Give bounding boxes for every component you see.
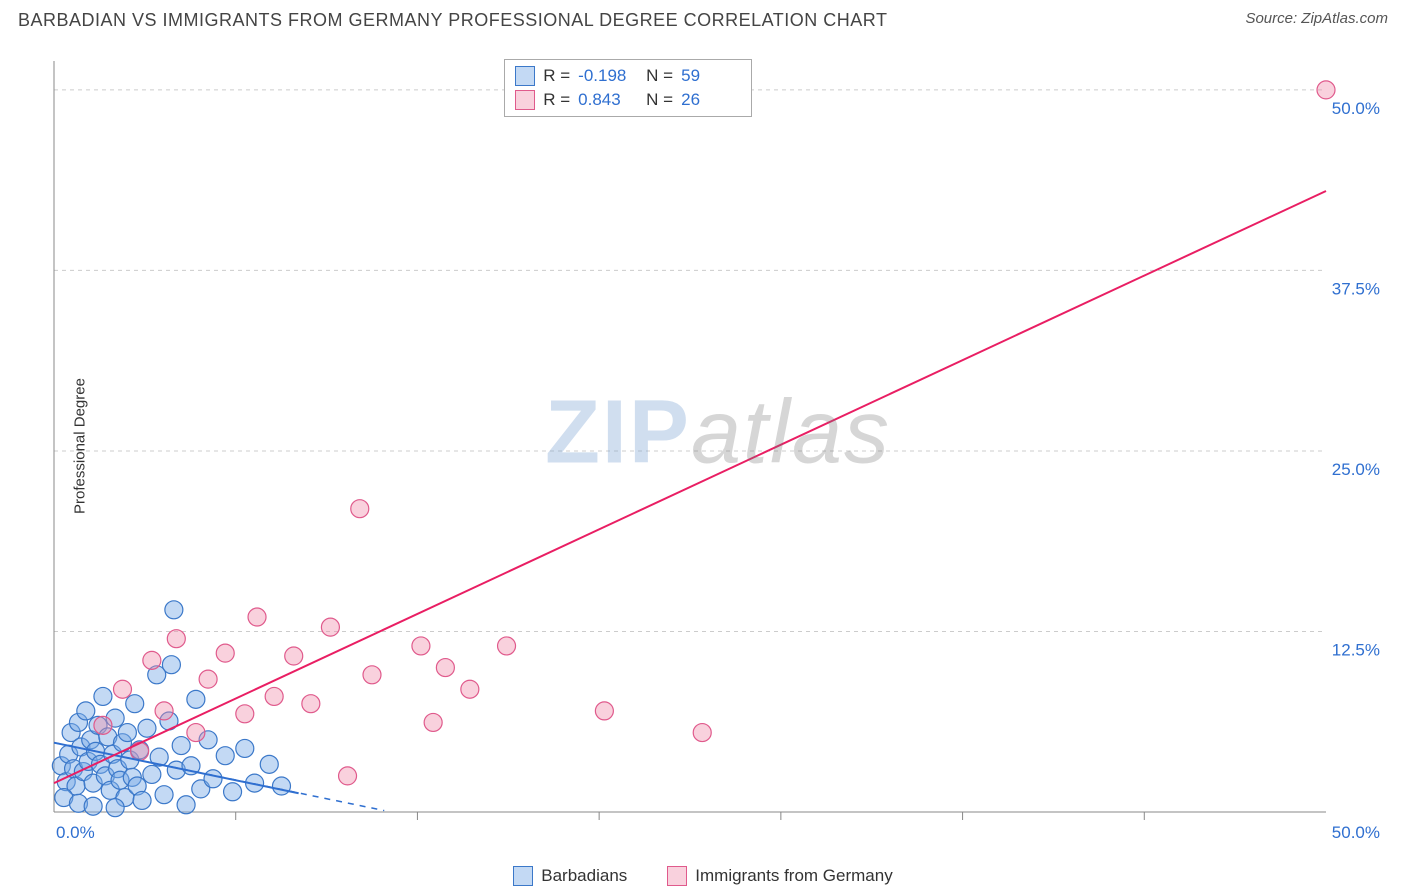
legend-swatch-icon	[515, 66, 535, 86]
data-point	[216, 747, 234, 765]
n-label: N =	[646, 90, 673, 110]
source-label: Source: ZipAtlas.com	[1245, 10, 1388, 27]
data-point	[595, 702, 613, 720]
data-point	[321, 618, 339, 636]
data-point	[436, 659, 454, 677]
n-label: N =	[646, 66, 673, 86]
r-value: 0.843	[578, 90, 638, 110]
svg-text:37.5%: 37.5%	[1332, 279, 1380, 298]
data-point	[167, 630, 185, 648]
data-point	[302, 695, 320, 713]
r-label: R =	[543, 90, 570, 110]
r-value: -0.198	[578, 66, 638, 86]
data-point	[1317, 81, 1335, 99]
data-point	[126, 695, 144, 713]
data-point	[187, 724, 205, 742]
data-point	[133, 791, 151, 809]
data-point	[285, 647, 303, 665]
data-point	[118, 724, 136, 742]
stats-box: R = -0.198 N = 59 R = 0.843 N = 26	[504, 59, 752, 117]
legend-swatch-icon	[513, 866, 533, 886]
legend-item: Barbadians	[513, 866, 627, 886]
data-point	[143, 651, 161, 669]
svg-text:0.0%: 0.0%	[56, 823, 95, 842]
data-point	[363, 666, 381, 684]
data-point	[155, 786, 173, 804]
svg-text:25.0%: 25.0%	[1332, 460, 1380, 479]
bottom-legend: Barbadians Immigrants from Germany	[0, 866, 1406, 886]
data-point	[424, 713, 442, 731]
data-point	[77, 702, 95, 720]
legend-item: Immigrants from Germany	[667, 866, 892, 886]
data-point	[693, 724, 711, 742]
legend-swatch-icon	[515, 90, 535, 110]
data-point	[177, 796, 195, 814]
data-point	[143, 765, 161, 783]
n-value: 59	[681, 66, 741, 86]
data-point	[339, 767, 357, 785]
chart-svg: 12.5% 25.0% 37.5% 50.0% 0.0% 50.0%	[50, 55, 1386, 842]
n-value: 26	[681, 90, 741, 110]
data-point	[498, 637, 516, 655]
header: BARBADIAN VS IMMIGRANTS FROM GERMANY PRO…	[0, 0, 1406, 31]
plot-area: 12.5%25.0%37.5%50.0%0.0%50.0% ZIPatlas R…	[50, 55, 1386, 842]
data-point	[412, 637, 430, 655]
data-point	[172, 737, 190, 755]
data-point	[260, 755, 278, 773]
svg-text:12.5%: 12.5%	[1332, 640, 1380, 659]
chart-title: BARBADIAN VS IMMIGRANTS FROM GERMANY PRO…	[18, 10, 887, 31]
data-point	[94, 716, 112, 734]
svg-text:50.0%: 50.0%	[1332, 823, 1380, 842]
data-point	[248, 608, 266, 626]
data-point	[187, 690, 205, 708]
data-point	[461, 680, 479, 698]
r-label: R =	[543, 66, 570, 86]
data-point	[162, 656, 180, 674]
legend-label: Immigrants from Germany	[695, 866, 892, 886]
data-point	[204, 770, 222, 788]
data-point	[113, 680, 131, 698]
data-point	[199, 670, 217, 688]
data-point	[236, 705, 254, 723]
data-point	[272, 777, 290, 795]
data-point	[216, 644, 234, 662]
data-point	[138, 719, 156, 737]
stats-row: R = 0.843 N = 26	[515, 88, 741, 112]
data-point	[131, 742, 149, 760]
legend-label: Barbadians	[541, 866, 627, 886]
data-point	[155, 702, 173, 720]
data-point	[224, 783, 242, 801]
data-point	[265, 687, 283, 705]
legend-swatch-icon	[667, 866, 687, 886]
data-point	[236, 739, 254, 757]
trend-line	[54, 191, 1326, 783]
stats-row: R = -0.198 N = 59	[515, 64, 741, 88]
data-point	[84, 797, 102, 815]
data-point	[165, 601, 183, 619]
data-point	[106, 799, 124, 817]
svg-text:50.0%: 50.0%	[1332, 99, 1380, 118]
data-point	[94, 687, 112, 705]
data-point	[351, 500, 369, 518]
